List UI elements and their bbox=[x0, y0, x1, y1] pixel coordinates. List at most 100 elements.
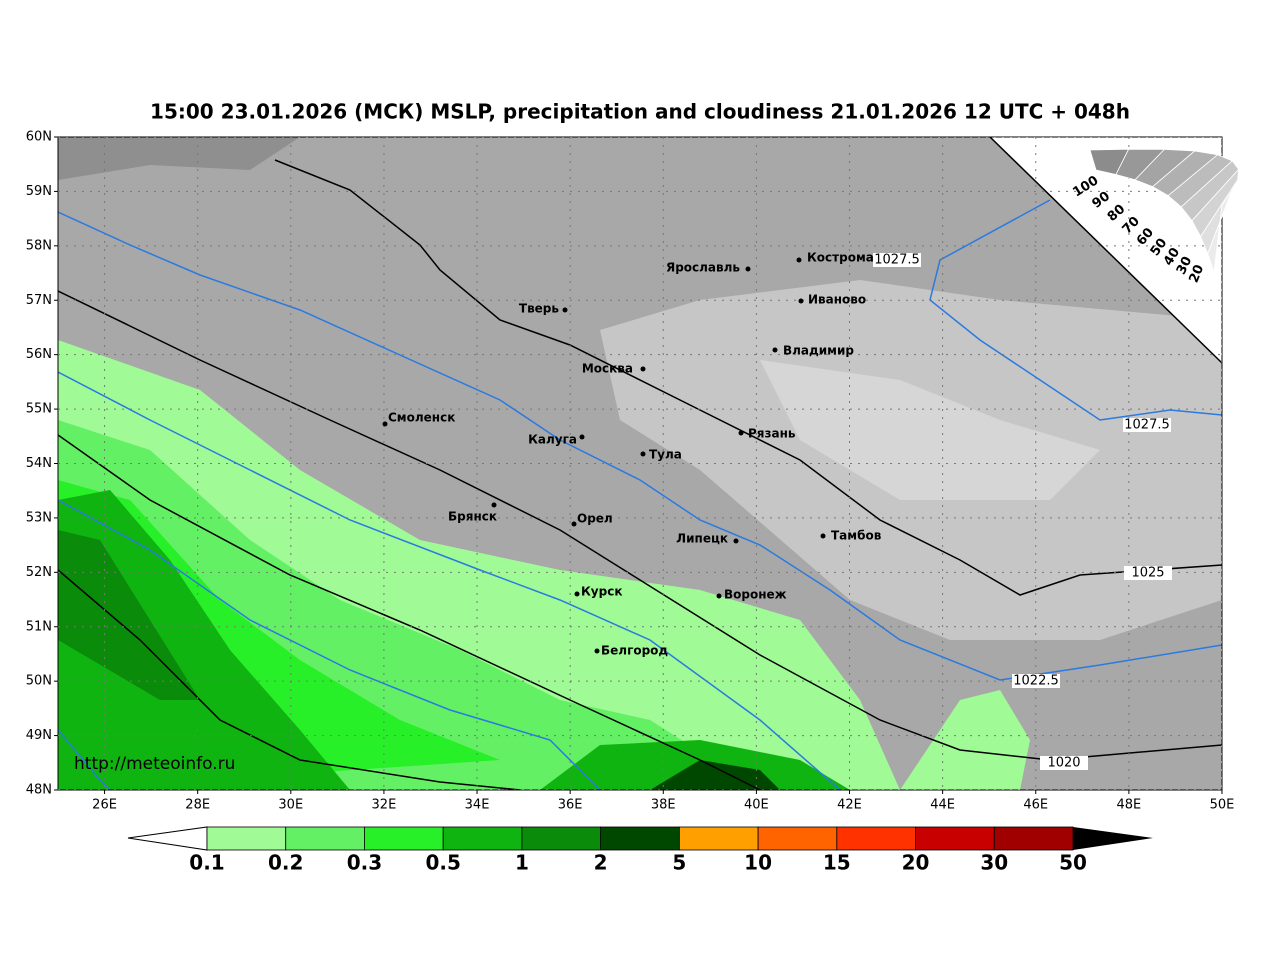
lon-tick-label: 42E bbox=[837, 798, 862, 813]
colorbar-label: 0.5 bbox=[425, 851, 460, 875]
city-label: Владимир bbox=[783, 344, 854, 358]
city-label: Тула bbox=[649, 448, 682, 462]
lon-tick-label: 36E bbox=[558, 798, 583, 813]
colorbar-label: 15 bbox=[823, 851, 851, 875]
lon-tick-label: 26E bbox=[92, 798, 117, 813]
colorbar-segment bbox=[206, 826, 287, 851]
lat-tick-label: 56N bbox=[26, 347, 52, 362]
isobar-label-bg bbox=[873, 253, 921, 267]
city-label: Калуга bbox=[528, 433, 577, 447]
city-label: Москва bbox=[582, 362, 633, 376]
city-label: Брянск bbox=[448, 510, 497, 524]
cloudiness-label: 30 bbox=[1174, 254, 1196, 277]
lon-tick-label: 46E bbox=[1023, 798, 1048, 813]
lat-tick-label: 50N bbox=[26, 674, 52, 689]
lon-tick-label: 28E bbox=[185, 798, 210, 813]
lon-tick-label: 32E bbox=[372, 798, 397, 813]
city-dot bbox=[491, 502, 497, 508]
lon-tick-label: 38E bbox=[651, 798, 676, 813]
lat-tick-label: 58N bbox=[26, 238, 52, 253]
lat-tick-label: 51N bbox=[26, 619, 52, 634]
colorbar-label: 0.1 bbox=[189, 851, 224, 875]
colorbar-segment bbox=[600, 826, 680, 851]
city-dot bbox=[798, 298, 804, 304]
city-dot bbox=[796, 257, 802, 263]
city-dot bbox=[733, 538, 739, 544]
city-label: Тамбов bbox=[831, 529, 882, 543]
lat-tick-label: 52N bbox=[26, 565, 52, 580]
colorbar-label: 0.3 bbox=[347, 851, 382, 875]
city-dot bbox=[745, 266, 751, 272]
colorbar-segment bbox=[915, 826, 995, 851]
colorbar-label: 1 bbox=[515, 851, 529, 875]
lon-tick-label: 44E bbox=[930, 798, 955, 813]
city-label: Тверь bbox=[519, 302, 560, 316]
lat-tick-label: 60N bbox=[26, 130, 52, 145]
colorbar-segment bbox=[442, 826, 523, 851]
city-dot bbox=[562, 307, 568, 313]
colorbar-label: 5 bbox=[672, 851, 686, 875]
city-dot bbox=[640, 366, 646, 372]
lon-tick-label: 40E bbox=[744, 798, 769, 813]
lat-tick-label: 54N bbox=[26, 456, 52, 471]
lat-tick-label: 48N bbox=[26, 783, 52, 798]
lat-tick-label: 49N bbox=[26, 728, 52, 743]
city-label: Липецк bbox=[676, 532, 728, 546]
city-label: Иваново bbox=[808, 293, 866, 307]
lon-tick-label: 34E bbox=[465, 798, 490, 813]
lat-tick-label: 59N bbox=[26, 184, 52, 199]
map-background bbox=[58, 137, 1222, 790]
isobar-label: 1025 bbox=[1131, 566, 1164, 581]
url: http://meteoinfo.ru bbox=[74, 754, 235, 774]
colorbar-min-arrow bbox=[127, 826, 208, 851]
colorbar-label: 0.2 bbox=[268, 851, 303, 875]
city-dot bbox=[772, 347, 778, 353]
colorbar-label: 50 bbox=[1059, 851, 1087, 875]
city-dot bbox=[382, 421, 388, 427]
colorbar-segment bbox=[678, 826, 759, 851]
isobar-label-bg bbox=[1040, 756, 1088, 770]
isobar-label-bg bbox=[1124, 566, 1172, 580]
colorbar-segment bbox=[993, 826, 1074, 851]
cloudiness-segment bbox=[1207, 191, 1232, 273]
colorbar-label: 2 bbox=[594, 851, 608, 875]
city-label: Орел bbox=[577, 512, 613, 526]
isobar-label-bg bbox=[1123, 418, 1171, 432]
city-label: Ярославль bbox=[666, 261, 740, 275]
city-label: Белгород bbox=[601, 644, 668, 658]
city-label: Смоленск bbox=[388, 411, 455, 425]
isobar-label-bg bbox=[1012, 674, 1060, 688]
city-dot bbox=[820, 533, 826, 539]
city-dot bbox=[571, 521, 577, 527]
city-label: Воронеж bbox=[724, 588, 787, 602]
isobar-label: 1027.5 bbox=[1124, 418, 1170, 433]
city-dot bbox=[716, 593, 722, 599]
city-dot bbox=[594, 648, 600, 654]
colorbar-label: 20 bbox=[902, 851, 930, 875]
isobar-label: 1020 bbox=[1047, 756, 1080, 771]
colorbar-label: 10 bbox=[744, 851, 772, 875]
lon-tick-label: 48E bbox=[1116, 798, 1141, 813]
lon-tick-label: 50E bbox=[1210, 798, 1235, 813]
city-label: Рязань bbox=[748, 427, 796, 441]
colorbar-segment bbox=[836, 826, 916, 851]
city-dot bbox=[574, 591, 580, 597]
colorbar-segment bbox=[285, 826, 365, 851]
lon-tick-label: 30E bbox=[278, 798, 303, 813]
city-dot bbox=[738, 430, 744, 436]
colorbar-segment bbox=[364, 826, 444, 851]
colorbar-max-arrow bbox=[1073, 827, 1153, 850]
cloudiness-label: 20 bbox=[1187, 263, 1208, 285]
isobar-label: 1022.5 bbox=[1013, 674, 1059, 689]
title: 15:00 23.01.2026 (МСК) MSLP, precipitati… bbox=[150, 100, 1130, 124]
isobars bbox=[58, 159, 1222, 790]
city-label: Курск bbox=[581, 585, 622, 599]
lat-tick-label: 57N bbox=[26, 293, 52, 308]
city-dot bbox=[579, 434, 585, 440]
isobar-label: 1027.5 bbox=[874, 253, 920, 268]
lat-tick-label: 55N bbox=[26, 402, 52, 417]
colorbar-label: 30 bbox=[980, 851, 1008, 875]
lat-tick-label: 53N bbox=[26, 510, 52, 525]
